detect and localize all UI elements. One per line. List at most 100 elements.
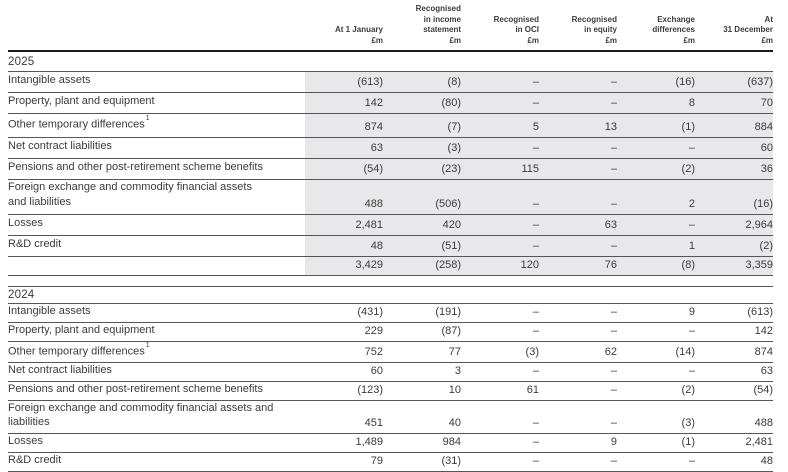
row-label-line: and liabilities xyxy=(8,195,305,210)
cell-value: 10 xyxy=(383,381,461,402)
header-row: At 1 January £m Recognised in income stateme… xyxy=(8,2,773,52)
total-value: (258) xyxy=(383,256,461,276)
row-label-text: Intangible assets xyxy=(8,304,91,317)
row-label-text: Property, plant and equipment xyxy=(8,95,155,107)
column-unit-label: £m xyxy=(527,35,539,45)
cell-value: – xyxy=(617,214,695,236)
year-label: 2024 xyxy=(8,285,773,304)
row-label-line: Property, plant and equipment xyxy=(8,94,305,109)
cell-value: 874 xyxy=(695,341,773,364)
cell-value: 752 xyxy=(305,341,383,364)
row-label: Other temporary differences1 xyxy=(8,113,305,138)
row-label-line: Other temporary differences1 xyxy=(8,342,305,359)
cell-value: – xyxy=(461,179,539,215)
cell-value: (16) xyxy=(617,71,695,93)
cell-value: 229 xyxy=(305,322,383,342)
column-header: Recognised in income statement £m xyxy=(383,2,461,52)
cell-value: 115 xyxy=(461,158,539,180)
column-header-line: in equity xyxy=(584,25,617,35)
cell-value: – xyxy=(539,137,617,159)
row-label-text: Property, plant and equipment xyxy=(8,323,155,336)
corner-cell xyxy=(8,2,305,52)
cell-value: – xyxy=(461,433,539,454)
cell-value: 8 xyxy=(617,92,695,114)
row-label: Pensions and other post-retirement schem… xyxy=(8,381,305,402)
cell-value: – xyxy=(539,179,617,215)
column-header: At 1 January £m xyxy=(305,2,383,52)
column-header-line: in OCI xyxy=(515,25,539,35)
cell-value: – xyxy=(539,158,617,180)
total-row-empty-label xyxy=(8,256,305,276)
cell-value: (14) xyxy=(617,341,695,364)
table-row: Foreign exchange and commodity financial… xyxy=(8,400,773,435)
cell-value: (87) xyxy=(383,322,461,342)
cell-value: (51) xyxy=(383,235,461,257)
cell-value: – xyxy=(461,214,539,236)
table-row: Property, plant and equipment 142 (80) – –8 7… xyxy=(8,92,773,114)
cell-value: – xyxy=(461,362,539,383)
row-label: Other temporary differences1 xyxy=(8,341,305,364)
cell-value: (80) xyxy=(383,92,461,114)
row-label-text: R&D credit xyxy=(8,237,62,250)
row-label-line: R&D credit xyxy=(8,237,305,252)
total-value: (8) xyxy=(617,256,695,276)
cell-value: – xyxy=(461,137,539,159)
cell-value: (54) xyxy=(695,381,773,402)
row-label: R&D credit xyxy=(8,235,305,257)
column-header-line: in income xyxy=(423,14,461,24)
cell-value: – xyxy=(539,400,617,435)
row-label-line: Foreign exchange and commodity financial… xyxy=(8,401,305,415)
year-row: 2025 xyxy=(8,51,773,72)
cell-value: (191) xyxy=(383,303,461,323)
year-row: 2024 xyxy=(8,285,773,304)
table-row: Pensions and other post-retirement schem… xyxy=(8,158,773,180)
row-label-text: liabilities xyxy=(8,416,50,429)
column-unit-label: £m xyxy=(371,35,383,45)
table-header: At 1 January £m Recognised in income stateme… xyxy=(8,2,773,52)
column-header: Recognised in equity £m xyxy=(539,2,617,52)
cell-value: (123) xyxy=(305,381,383,402)
total-value: 76 xyxy=(539,256,617,276)
column-unit-label: £m xyxy=(761,35,773,45)
cell-value: 70 xyxy=(695,92,773,114)
cell-value: (2) xyxy=(617,381,695,402)
row-label: Intangible assets xyxy=(8,71,305,93)
cell-value: 142 xyxy=(695,322,773,342)
row-label: Property, plant and equipment xyxy=(8,322,305,342)
footnote-marker: 1 xyxy=(145,341,150,349)
table-row: Other temporary differences1 752 77 (3) 62 (1… xyxy=(8,341,773,364)
row-label: Net contract liabilities xyxy=(8,362,305,383)
row-label-text: Other temporary differences xyxy=(8,345,145,358)
row-label-line: Intangible assets xyxy=(8,73,305,88)
column-header-line: statement xyxy=(423,25,461,35)
column-unit-label: £m xyxy=(683,35,695,45)
table-row: Intangible assets (431) (191) – –9 (613) xyxy=(8,303,773,323)
cell-value: – xyxy=(539,452,617,472)
cell-value: – xyxy=(461,71,539,93)
cell-value: (1) xyxy=(617,113,695,138)
cell-value: 60 xyxy=(305,362,383,383)
cell-value: (2) xyxy=(617,158,695,180)
cell-value: – xyxy=(461,322,539,342)
cell-value: 62 xyxy=(539,341,617,364)
row-label-line: Intangible assets xyxy=(8,304,305,318)
cell-value: (613) xyxy=(305,71,383,93)
row-label: Losses xyxy=(8,214,305,236)
table-row: Property, plant and equipment 229 (87) – – –1… xyxy=(8,322,773,342)
row-label: Foreign exchange and commodity financial… xyxy=(8,179,305,215)
cell-value: – xyxy=(461,400,539,435)
cell-value: – xyxy=(617,362,695,383)
table-row: Other temporary differences1 874 (7) 5 13 (1)… xyxy=(8,113,773,138)
row-label-text: and liabilities xyxy=(8,195,71,208)
year-label: 2025 xyxy=(8,51,773,72)
cell-value: 874 xyxy=(305,113,383,138)
row-label-text: Pensions and other post-retirement schem… xyxy=(8,383,263,396)
cell-value: (506) xyxy=(383,179,461,215)
row-label: Property, plant and equipment xyxy=(8,92,305,114)
row-label-line: R&D credit xyxy=(8,453,305,467)
cell-value: (1) xyxy=(617,433,695,454)
row-label-line: Pensions and other post-retirement schem… xyxy=(8,382,305,396)
cell-value: 13 xyxy=(539,113,617,138)
row-label-line: Pensions and other post-retirement schem… xyxy=(8,160,305,175)
